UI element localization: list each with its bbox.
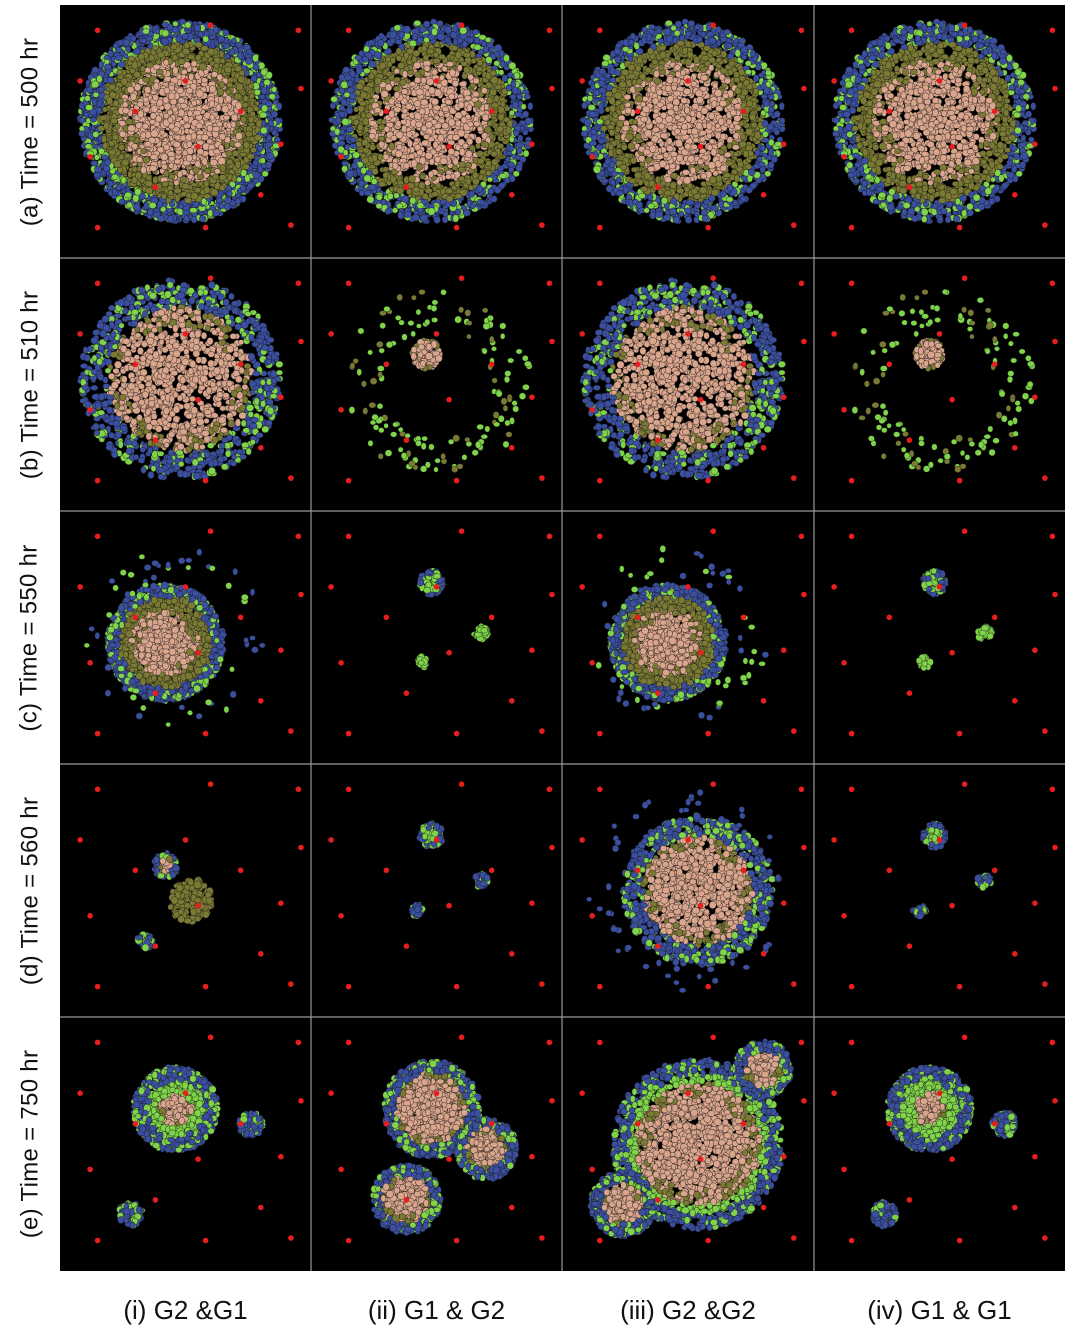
column-label-ii-text: (ii) G1 & G2 <box>368 1295 505 1326</box>
simulation-panels-svg <box>60 5 1065 1271</box>
panel-r4-c2 <box>579 1034 807 1244</box>
row-label-d-text: (d) Time = 560 hr <box>16 796 44 985</box>
panel-r0-c0 <box>76 18 304 231</box>
panel-r3-c3 <box>831 781 1058 990</box>
panel-r0-c3 <box>831 18 1058 231</box>
row-label-b: (b) Time = 510 hr <box>0 258 60 511</box>
panel-r3-c0 <box>77 781 304 990</box>
column-label-ii: (ii) G1 & G2 <box>311 1290 562 1330</box>
panel-r4-c3 <box>831 1034 1058 1244</box>
panel-r1-c3 <box>831 275 1058 484</box>
column-label-iv: (iv) G1 & G1 <box>814 1290 1065 1330</box>
column-label-iii-text: (iii) G2 &G2 <box>620 1295 756 1326</box>
panel-r4-c1 <box>328 1034 555 1244</box>
row-label-c: (c) Time = 550 hr <box>0 511 60 764</box>
row-label-b-text: (b) Time = 510 hr <box>16 290 44 479</box>
panel-r2-c2 <box>579 528 807 737</box>
panel-r3-c2 <box>579 781 807 994</box>
row-label-d: (d) Time = 560 hr <box>0 764 60 1017</box>
panel-r2-c3 <box>831 528 1058 737</box>
row-label-a: (a) Time = 500 hr <box>0 5 60 258</box>
column-label-i-text: (i) G2 &G1 <box>123 1295 247 1326</box>
column-label-iv-text: (iv) G1 & G1 <box>867 1295 1011 1326</box>
panel-r2-c0 <box>77 528 304 737</box>
row-label-c-text: (c) Time = 550 hr <box>16 544 44 731</box>
panel-r1-c1 <box>328 275 555 484</box>
panel-r3-c1 <box>328 781 555 990</box>
panel-r2-c1 <box>328 528 555 737</box>
row-label-e-text: (e) Time = 750 hr <box>16 1050 44 1239</box>
column-label-i: (i) G2 &G1 <box>60 1290 311 1330</box>
simulation-panel-grid <box>60 5 1065 1271</box>
column-label-iii: (iii) G2 &G2 <box>562 1290 814 1330</box>
row-label-a-text: (a) Time = 500 hr <box>16 37 44 226</box>
row-label-e: (e) Time = 750 hr <box>0 1017 60 1271</box>
panel-r1-c0 <box>77 275 304 484</box>
panel-r1-c2 <box>579 275 807 484</box>
panel-r0-c1 <box>328 18 555 231</box>
panel-r4-c0 <box>77 1034 304 1244</box>
panel-r0-c2 <box>579 18 807 231</box>
